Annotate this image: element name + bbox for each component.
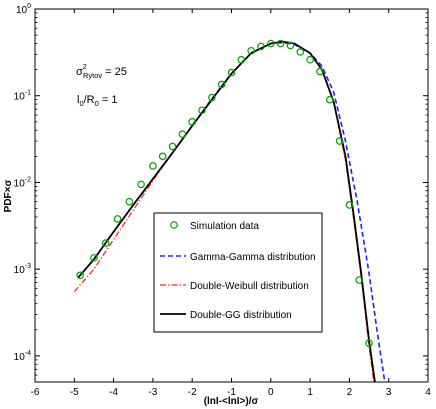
y-tick-label: 100 (16, 3, 31, 16)
simulation-data-point (90, 254, 98, 262)
simulation-data-point (198, 106, 206, 115)
y-tick-label: 10-1 (14, 90, 31, 103)
x-tick-label: -1 (227, 387, 236, 398)
annotation-l-sub: 0 (79, 99, 83, 108)
x-tick-label: 4 (425, 387, 431, 398)
y-tick-label-exponent: 0 (27, 3, 31, 10)
simulation-data-point (266, 39, 275, 48)
y-tick-label-base: 10 (14, 265, 26, 276)
simulation-data-point (101, 239, 110, 247)
x-tick-label: 2 (347, 387, 353, 398)
simulation-data-point (257, 42, 265, 51)
simulation-data-point (286, 41, 295, 50)
x-tick-label: 3 (386, 387, 392, 398)
x-axis-label: (lnI-<lnI>)/σ (204, 396, 259, 407)
simulation-data-point (188, 118, 197, 126)
x-tick-label: -3 (148, 387, 157, 398)
y-tick-label-exponent: -3 (25, 263, 31, 270)
annotation-l0r0-value: = 1 (99, 94, 118, 106)
series-layer (73, 39, 386, 382)
simulation-data-point (217, 80, 226, 89)
simulation-data-point (158, 152, 167, 161)
annotation-sigma-symbol: σ (76, 66, 83, 78)
annotation-sigma-sup: 2 (83, 62, 87, 71)
simulation-data-point (365, 339, 373, 348)
y-tick-label-exponent: -2 (25, 176, 31, 183)
x-tick-label: 0 (268, 387, 274, 398)
legend-label-gamma-gamma: Gamma-Gamma distribution (190, 252, 316, 263)
x-tick-label: 1 (307, 387, 313, 398)
annotation-l-symbol: l (77, 94, 79, 106)
x-tick-label: -6 (31, 387, 40, 398)
annotation-r-sub: 0 (95, 99, 99, 108)
simulation-data-point (137, 180, 145, 189)
simulation-data-point (125, 197, 134, 206)
x-tick-label: -4 (109, 387, 118, 398)
simulation-data-point (178, 130, 187, 139)
y-tick-label-exponent: -1 (25, 90, 31, 97)
y-tick-label: 10-3 (14, 263, 31, 276)
y-tick-label-base: 10 (14, 178, 26, 189)
simulation-data-point (208, 93, 216, 102)
legend-box (153, 212, 323, 333)
simulation-data-point (247, 46, 255, 55)
simulation-data-point (149, 162, 157, 170)
axis-ticks (34, 8, 429, 382)
x-tick-label: -2 (188, 387, 197, 398)
annotation-l0-r0: l0/R0 = 1 (77, 94, 117, 108)
y-tick-label-base: 10 (14, 352, 26, 363)
legend: Simulation data Gamma-Gamma distribution… (153, 212, 323, 333)
legend-label-double-gg: Double-GG distribution (190, 310, 292, 321)
simulation-data-point (355, 276, 364, 284)
simulation-data-point (325, 95, 334, 104)
double-gg-line (77, 40, 376, 382)
y-tick-label: 10-2 (14, 176, 31, 189)
legend-label-double-weibull: Double-Weibull distribution (190, 281, 309, 292)
simulation-data-point (276, 39, 285, 48)
y-tick-label-base: 10 (16, 5, 28, 16)
simulation-data-point (306, 55, 314, 64)
annotation-ratio: /R (84, 94, 95, 106)
annotation-sigma-rytov: σ2 Rytov = 25 (76, 62, 127, 80)
simulation-data-point (237, 55, 246, 64)
annotation-sigma-value: = 25 (102, 66, 127, 78)
y-tick-label-exponent: -4 (25, 350, 31, 357)
simulation-data-point (316, 67, 324, 76)
legend-marker-simulation (170, 221, 178, 229)
simulation-data-point (345, 201, 354, 209)
simulation-data-point (335, 137, 344, 145)
legend-label-simulation: Simulation data (190, 221, 259, 232)
x-tick-label: -5 (70, 387, 79, 398)
simulation-data-point (296, 48, 305, 56)
y-axis-label: PDF×σ (3, 180, 14, 213)
y-tick-label-base: 10 (14, 92, 26, 103)
simulation-data-point (168, 142, 177, 151)
simulation-data-point (76, 271, 84, 280)
y-tick-label: 10-4 (14, 350, 31, 363)
annotations: σ2 Rytov = 25 l0/R0 = 1 (76, 62, 127, 108)
simulation-data-point (227, 68, 236, 77)
annotation-sigma-sub: Rytov (83, 71, 102, 80)
simulation-data-point (113, 215, 122, 223)
